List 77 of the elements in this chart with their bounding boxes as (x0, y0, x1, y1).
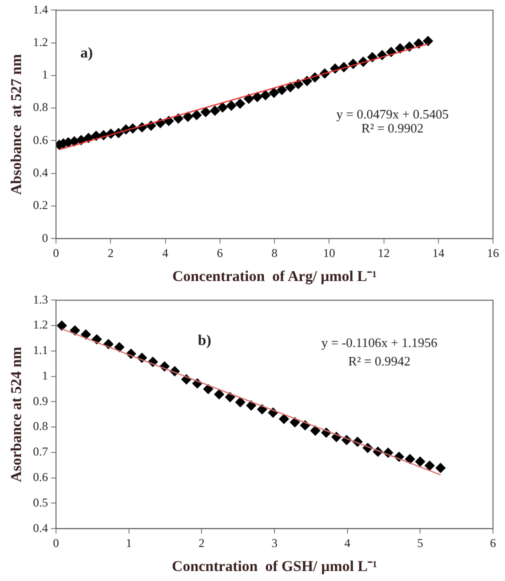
annotation: R² = 0.9942 (348, 353, 410, 368)
y-tick-label: 1 (42, 68, 48, 82)
y-tick-label: 1 (42, 368, 48, 382)
y-tick-label: 0.4 (33, 520, 48, 535)
point (214, 389, 224, 400)
point (276, 84, 287, 95)
x-axis-title: Concntration of GSH/ µmol L⁻¹ (172, 558, 378, 575)
x-tick-label: 2 (108, 246, 114, 260)
point (56, 320, 67, 331)
point (260, 90, 270, 100)
point (436, 462, 446, 473)
x-tick-label: 4 (162, 246, 168, 260)
y-tick-label: 1.1 (33, 343, 48, 358)
y-tick-label: 0.8 (33, 100, 48, 114)
point (415, 456, 426, 467)
x-tick-label: 10 (323, 246, 336, 260)
point (182, 112, 193, 122)
y-tick-label: 1.2 (33, 318, 48, 332)
point (290, 417, 300, 428)
point (257, 404, 268, 414)
point (84, 132, 94, 143)
x-axis-title: Concentration of Arg/ µmol L⁻¹ (172, 268, 377, 285)
point (203, 384, 214, 394)
annotation: b) (198, 333, 212, 350)
y-tick-label: 1.3 (33, 292, 48, 306)
y-tick-label: 0.8 (33, 419, 48, 434)
point (395, 43, 406, 54)
y-axis-title: Asorbance at 524 nm (8, 346, 25, 482)
point (70, 325, 80, 336)
point (404, 454, 415, 464)
x-tick-label: 16 (487, 246, 499, 260)
point (285, 82, 296, 92)
y-tick-label: 0.6 (33, 470, 48, 484)
point (114, 342, 124, 352)
point (192, 110, 202, 120)
y-tick-label: 0.4 (33, 166, 48, 180)
y-tick-label: 0 (42, 230, 48, 245)
point (200, 107, 211, 117)
annotation: R² = 0.9902 (361, 120, 424, 136)
x-tick-label: 0 (53, 536, 59, 550)
y-tick-label: 0.9 (33, 394, 48, 408)
point (235, 98, 246, 109)
point (210, 106, 220, 116)
point (310, 426, 320, 436)
point (244, 94, 254, 104)
x-tick-label: 1 (126, 536, 132, 550)
annotation: a) (80, 45, 93, 62)
x-tick-label: 4 (344, 536, 350, 550)
x-tick-label: 2 (198, 536, 205, 550)
y-tick-label: 0.2 (33, 198, 48, 212)
y-tick-label: 0.5 (33, 495, 48, 510)
point (268, 88, 279, 98)
point (218, 102, 228, 112)
point (422, 36, 433, 46)
y-tick-label: 0.6 (33, 132, 48, 147)
y-axis-title: Absobance at 527 nm (8, 53, 25, 195)
x-tick-label: 6 (216, 246, 223, 260)
x-tick-label: 0 (53, 246, 59, 260)
x-tick-label: 6 (490, 536, 496, 550)
x-tick-label: 14 (432, 246, 444, 260)
point (235, 397, 246, 408)
point (252, 92, 262, 102)
y-tick-label: 0.7 (33, 444, 48, 459)
x-tick-label: 3 (272, 536, 278, 550)
annotation: y = 0.0479x + 0.5405 (336, 106, 449, 122)
x-tick-label: 5 (417, 536, 424, 550)
x-tick-label: 12 (378, 246, 390, 260)
annotation: y = -0.1106x + 1.1956 (321, 335, 438, 350)
point (226, 100, 236, 111)
y-tick-label: 1.2 (33, 34, 48, 49)
point (424, 460, 435, 471)
y-tick-label: 1.4 (33, 2, 48, 16)
point (173, 114, 184, 124)
point (246, 400, 256, 411)
point (80, 329, 91, 340)
point (278, 414, 289, 424)
x-tick-label: 8 (272, 246, 278, 260)
